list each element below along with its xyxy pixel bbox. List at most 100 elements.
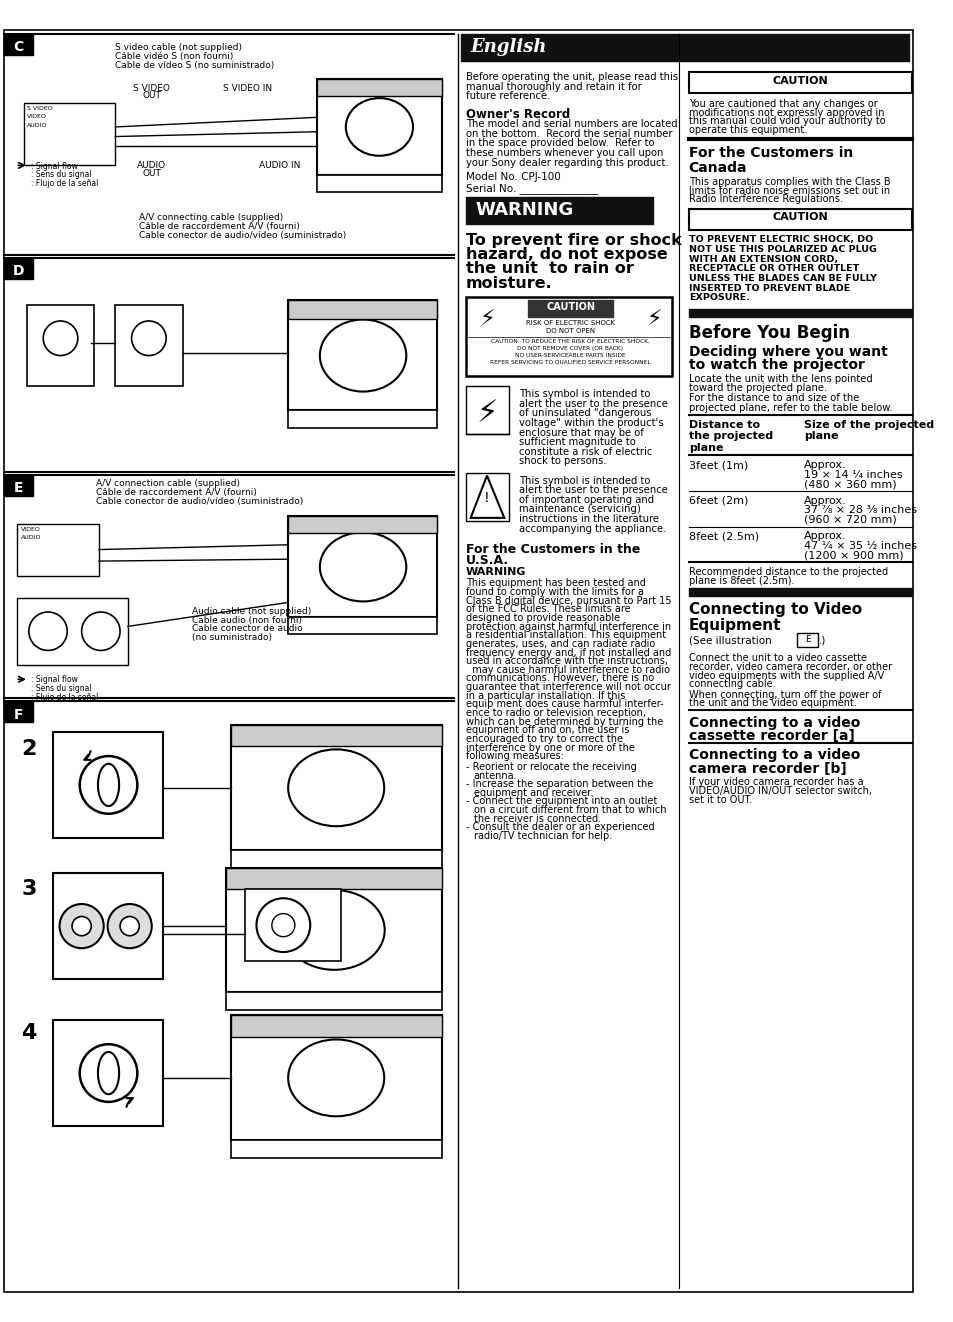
- Polygon shape: [470, 476, 504, 518]
- Text: !: !: [484, 490, 489, 505]
- Text: equipment and receiver.: equipment and receiver.: [473, 788, 593, 797]
- Text: (1200 × 900 mm): (1200 × 900 mm): [803, 550, 902, 561]
- Bar: [688, 588, 911, 596]
- Text: Cable conector de audio/vídeo (suministrado): Cable conector de audio/vídeo (suministr…: [139, 230, 346, 239]
- Text: AUDIO: AUDIO: [137, 160, 166, 169]
- Text: plane is 8feet (2.5m).: plane is 8feet (2.5m).: [688, 575, 793, 586]
- Text: of important operating and: of important operating and: [518, 494, 653, 505]
- Circle shape: [82, 612, 120, 650]
- Circle shape: [59, 904, 104, 948]
- Text: ⚡: ⚡: [478, 309, 495, 329]
- Text: 3: 3: [21, 879, 36, 899]
- Text: OUT: OUT: [142, 169, 161, 178]
- Text: VIDEO: VIDEO: [21, 526, 41, 531]
- Circle shape: [272, 914, 294, 937]
- Text: following measures:: following measures:: [465, 751, 563, 761]
- Text: 47 ¹⁄₄ × 35 ¹⁄₂ inches: 47 ¹⁄₄ × 35 ¹⁄₂ inches: [803, 541, 916, 551]
- Text: RECEPTACLE OR OTHER OUTLET: RECEPTACLE OR OTHER OUTLET: [688, 264, 858, 274]
- Text: accompanying the appliance.: accompanying the appliance.: [518, 524, 665, 534]
- Ellipse shape: [288, 750, 384, 826]
- Text: ⚡: ⚡: [476, 399, 497, 428]
- Bar: [465, 386, 509, 435]
- Text: Equipment: Equipment: [688, 617, 781, 633]
- Circle shape: [256, 898, 310, 952]
- Text: Connect the unit to a video cassette: Connect the unit to a video cassette: [688, 653, 865, 664]
- Bar: [688, 209, 911, 230]
- Text: equipment off and on, the user is: equipment off and on, the user is: [465, 726, 629, 735]
- Text: radio/TV technician for help.: radio/TV technician for help.: [473, 832, 611, 841]
- Text: S VIDEO: S VIDEO: [27, 106, 52, 111]
- Text: CAUTION: TO REDUCE THE RISK OF ELECTRIC SHOCK,: CAUTION: TO REDUCE THE RISK OF ELECTRIC …: [491, 340, 649, 344]
- Text: Cable conector de audio: Cable conector de audio: [192, 624, 302, 633]
- Text: - Reorient or relocate the receiving: - Reorient or relocate the receiving: [465, 761, 636, 772]
- Text: Approx.: Approx.: [803, 496, 845, 506]
- Circle shape: [132, 321, 166, 356]
- Text: (no suministrado): (no suministrado): [192, 633, 272, 642]
- Text: set it to OUT.: set it to OUT.: [688, 795, 751, 805]
- Text: This apparatus complies with the Class B: This apparatus complies with the Class B: [688, 177, 889, 186]
- Text: used in accordance with the instructions,: used in accordance with the instructions…: [465, 656, 667, 666]
- Bar: [4, 34, 32, 56]
- Text: limits for radio noise emissions set out in: limits for radio noise emissions set out…: [688, 185, 889, 196]
- Text: constitute a risk of electric: constitute a risk of electric: [518, 447, 652, 457]
- Text: - Consult the dealer or an experienced: - Consult the dealer or an experienced: [465, 822, 654, 833]
- Text: S video cable (not supplied): S video cable (not supplied): [115, 44, 242, 53]
- Text: When connecting, turn off the power of: When connecting, turn off the power of: [688, 690, 881, 699]
- Bar: [231, 1141, 441, 1158]
- Bar: [316, 175, 441, 192]
- Text: 8feet (2.5m): 8feet (2.5m): [688, 531, 758, 541]
- Text: toward the projected plane.: toward the projected plane.: [688, 383, 826, 394]
- Text: NOT USE THIS POLARIZED AC PLUG: NOT USE THIS POLARIZED AC PLUG: [688, 245, 876, 254]
- Text: This symbol is intended to: This symbol is intended to: [518, 476, 649, 485]
- Text: Connecting to Video: Connecting to Video: [688, 603, 861, 617]
- Text: (480 × 360 mm): (480 × 360 mm): [803, 480, 896, 489]
- Bar: [465, 197, 653, 223]
- Text: UNLESS THE BLADES CAN BE FULLY: UNLESS THE BLADES CAN BE FULLY: [688, 274, 876, 283]
- Text: A/V connecting cable (supplied): A/V connecting cable (supplied): [139, 213, 283, 222]
- Circle shape: [43, 321, 78, 356]
- Text: F: F: [13, 707, 23, 722]
- Ellipse shape: [345, 98, 413, 156]
- Text: CAUTION: CAUTION: [545, 301, 595, 312]
- Bar: [288, 617, 436, 635]
- Ellipse shape: [288, 1039, 384, 1116]
- Text: Approx.: Approx.: [803, 531, 845, 541]
- Text: (960 × 720 mm): (960 × 720 mm): [803, 516, 896, 525]
- Text: 37 ⁷⁄₈ × 28 ³⁄₈ inches: 37 ⁷⁄₈ × 28 ³⁄₈ inches: [803, 505, 916, 516]
- Text: 3feet (1m): 3feet (1m): [688, 460, 747, 471]
- Text: Before You Begin: Before You Begin: [688, 324, 849, 342]
- Text: English: English: [470, 37, 547, 56]
- Text: : Signal flow: : Signal flow: [30, 161, 77, 171]
- Text: WARNING: WARNING: [465, 567, 526, 576]
- Text: Before operating the unit, please read this: Before operating the unit, please read t…: [465, 73, 678, 82]
- Text: enclosure that may be of: enclosure that may be of: [518, 427, 643, 438]
- Text: For the Customers in the: For the Customers in the: [465, 543, 639, 555]
- Ellipse shape: [319, 320, 406, 391]
- Text: alert the user to the presence: alert the user to the presence: [518, 399, 667, 408]
- Text: interference by one or more of the: interference by one or more of the: [465, 743, 634, 752]
- Bar: [465, 473, 509, 521]
- Ellipse shape: [98, 764, 119, 806]
- Text: Câble de raccordement A/V (fourni): Câble de raccordement A/V (fourni): [96, 488, 256, 497]
- Text: the unit and the video equipment.: the unit and the video equipment.: [688, 698, 856, 709]
- Bar: [4, 475, 32, 496]
- Bar: [226, 993, 441, 1010]
- Bar: [27, 304, 94, 386]
- Text: E: E: [13, 481, 23, 496]
- Bar: [226, 867, 441, 993]
- Text: CAUTION: CAUTION: [771, 77, 827, 86]
- Text: ⚡: ⚡: [645, 309, 661, 329]
- Text: 6feet (2m): 6feet (2m): [688, 496, 747, 506]
- Ellipse shape: [284, 890, 384, 970]
- Text: Connecting to a video: Connecting to a video: [688, 715, 860, 730]
- Text: maintenance (servicing): maintenance (servicing): [518, 505, 639, 514]
- Text: : Sens du signal: : Sens du signal: [30, 171, 91, 180]
- Bar: [316, 79, 441, 175]
- Bar: [115, 304, 182, 386]
- Text: may cause harmful interference to radio: may cause harmful interference to radio: [465, 665, 669, 674]
- Text: on the bottom.  Record the serial number: on the bottom. Record the serial number: [465, 128, 672, 139]
- Bar: [460, 34, 907, 61]
- Text: : Flujo de la señal: : Flujo de la señal: [30, 178, 98, 188]
- Text: instructions in the literature: instructions in the literature: [518, 514, 658, 524]
- Bar: [288, 300, 436, 410]
